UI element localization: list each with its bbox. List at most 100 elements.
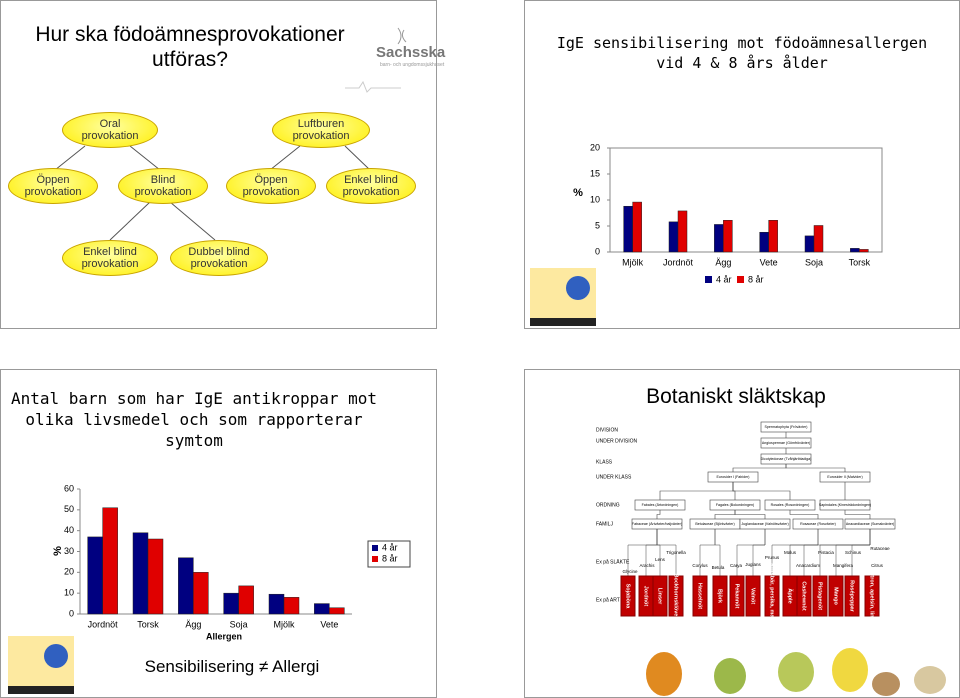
- bar: [102, 507, 118, 615]
- legend-label: 4 år: [716, 274, 732, 284]
- species-label: Körsbär, persika, mandel: [769, 563, 775, 629]
- rank-label: KLASS: [596, 459, 613, 465]
- taxon-label: Anacardiaceae (Sumakväxter): [846, 522, 894, 526]
- species-box: [745, 575, 761, 617]
- bar: [677, 210, 688, 253]
- bamse-logo: [530, 268, 596, 326]
- species-box: [844, 575, 860, 617]
- provocation-node: Dubbel blind provokation: [170, 240, 268, 276]
- taxon-label: Angiospermae (Gömfröväxter): [762, 441, 810, 445]
- species-label: Linser: [657, 588, 663, 605]
- x-tick-label: Ägg: [185, 619, 201, 629]
- bamse-logo: [8, 636, 74, 694]
- taxon-box: [760, 421, 812, 433]
- genus-label: Rutaceae: [870, 546, 890, 551]
- genus-label: Pistacia: [818, 550, 834, 555]
- genus-label: Juglans: [745, 562, 761, 567]
- species-box: [712, 575, 728, 617]
- tree-edge: [714, 510, 736, 519]
- tree-edge: [752, 529, 766, 576]
- bar: [668, 221, 679, 253]
- bar: [268, 593, 285, 615]
- x-tick-label: Soja: [230, 619, 248, 629]
- genus-label: Carya: [730, 563, 743, 568]
- rank-label: Ex på ART: [596, 596, 620, 603]
- genus-label: Citrus: [871, 563, 884, 568]
- logo-name: Sachsska: [376, 44, 446, 61]
- x-tick-label: Vete: [320, 619, 338, 629]
- y-tick-label: 20: [590, 142, 600, 152]
- logo-subtitle: barn- och ungdomssjukhuset: [380, 62, 445, 68]
- taxon-box: [707, 471, 759, 483]
- tree-edge: [656, 529, 677, 576]
- genus-label: Arachis: [639, 563, 655, 568]
- x-tick-label: Jordnöt: [663, 257, 694, 267]
- bar: [178, 557, 194, 615]
- y-tick-label: 50: [64, 504, 74, 514]
- bar: [238, 585, 254, 615]
- chart-title: IgE sensibilisering mot födoämnesallerge…: [556, 34, 928, 72]
- bar: [132, 532, 149, 615]
- genus-label: Prunus: [765, 555, 780, 560]
- taxon-box: [760, 437, 812, 449]
- y-tick-label: 10: [64, 588, 74, 598]
- bar: [329, 607, 345, 615]
- bar: [147, 538, 164, 615]
- legend-swatch: [737, 276, 744, 283]
- legend-swatch: [705, 276, 712, 283]
- genus-label: Lens: [655, 557, 666, 562]
- provocation-node: Enkel blind provokation: [326, 168, 416, 204]
- genus-label: Anacardium: [796, 563, 820, 568]
- taxon-box: [709, 499, 761, 511]
- bar: [714, 224, 724, 253]
- logo-mark: [345, 27, 407, 93]
- bar: [850, 248, 860, 253]
- bar: [223, 592, 239, 615]
- bar: [723, 220, 733, 253]
- species-label: Jordnöt: [643, 586, 649, 607]
- plot-frame: [609, 147, 883, 253]
- tree-edge: [851, 529, 871, 576]
- y-tick-label: 30: [64, 546, 74, 556]
- tree-edge: [789, 510, 819, 519]
- taxon-label: Rosales (Rosordningen): [771, 503, 810, 507]
- legend-label: 4 år: [382, 542, 398, 552]
- slide-title: Botaniskt släktskap: [646, 385, 826, 408]
- y-tick-label: 0: [69, 608, 74, 618]
- x-tick-label: Soja: [805, 257, 823, 267]
- species-box: [764, 575, 780, 617]
- species-box: [668, 575, 684, 617]
- provocation-node: Enkel blind provokation: [62, 240, 158, 276]
- y-tick-label: 0: [595, 246, 600, 256]
- taxon-box: [764, 499, 816, 511]
- provocation-node: Luftburen provokation: [272, 112, 370, 148]
- fruit-photos: [646, 648, 946, 696]
- tree-edge: [732, 482, 791, 500]
- taxon-label: Fabales (Ärtordningen): [642, 503, 679, 507]
- y-tick-label: 20: [64, 567, 74, 577]
- annotation: Sensibilisering ≠ Allergi: [144, 657, 320, 676]
- genus-label: Corylus: [692, 563, 708, 568]
- bar: [759, 231, 769, 253]
- rank-label: Ex på SLÄKTE: [596, 558, 630, 565]
- bar: [813, 225, 824, 253]
- taxon-label: Betulaceae (Björkväxter): [695, 522, 734, 526]
- species-label: Hasselnöt: [697, 583, 703, 609]
- rank-label: UNDER KLASS: [596, 474, 632, 480]
- bar: [859, 249, 869, 253]
- y-axis-label: %: [52, 546, 64, 556]
- rank-label: DIVISION: [596, 427, 618, 433]
- x-tick-label: Vete: [760, 257, 778, 267]
- species-label: Sojaböna: [625, 584, 631, 610]
- slide-frame: [524, 369, 960, 698]
- tree-edge: [656, 510, 661, 519]
- provocation-node: Oral provokation: [62, 112, 158, 148]
- tree-edge: [785, 464, 846, 472]
- rank-label: UNDER DIVISION: [596, 438, 638, 444]
- species-label: Mango: [833, 587, 839, 605]
- x-tick-label: Mjölk: [622, 257, 644, 267]
- species-label: Cashewnöt: [801, 581, 807, 611]
- provocation-node: Öppen provokation: [226, 168, 316, 204]
- y-axis-label: %: [573, 187, 583, 199]
